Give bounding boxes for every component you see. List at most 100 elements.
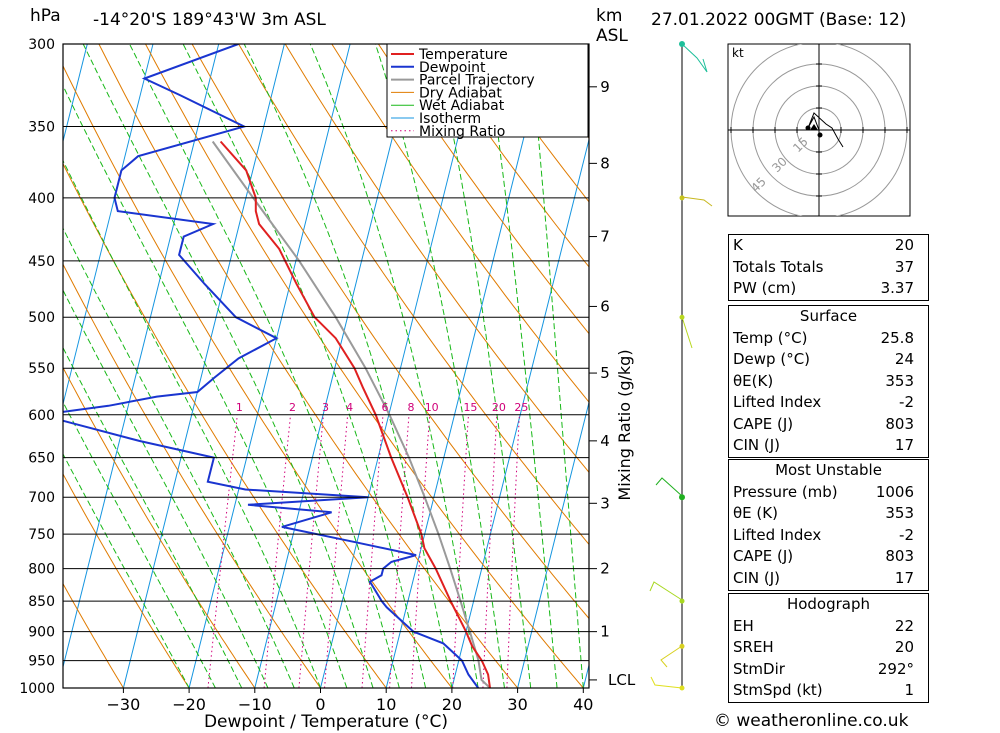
mixing-ratio-label: 3 (322, 401, 329, 414)
legend-box (386, 43, 589, 138)
mixing-ratio-line (263, 414, 291, 688)
index-value: -2 (899, 525, 914, 544)
index-row-k: K 20 (729, 235, 928, 257)
index-label: Lifted Index (733, 525, 822, 544)
location-title: -14°20'S 189°43'W 3m ASL (93, 10, 326, 30)
surface-row: θE(K) 353 (729, 371, 928, 393)
index-value: -2 (899, 393, 914, 411)
wet-adiabat-line (182, 44, 427, 688)
copyright-text[interactable]: © weatheronline.co.uk (714, 711, 909, 731)
dry-adiabat-line (377, 44, 589, 335)
pressure-label: 300 (28, 37, 55, 53)
index-label: K (733, 236, 743, 254)
mu-row: Lifted Index -2 (729, 525, 928, 547)
x-tick-label: −20 (172, 695, 206, 714)
mu-row: CIN (J) 17 (729, 568, 928, 590)
index-value: 20 (894, 638, 914, 656)
mixing-ratio-line (298, 414, 324, 688)
hodograph-area (728, 44, 910, 216)
km-tick-label: 9 (600, 78, 610, 96)
wet-adiabat-line (129, 44, 400, 688)
hodograph-unit: kt (732, 46, 744, 60)
wind-barb (650, 676, 683, 689)
legend-label: Dry Adiabat (419, 85, 502, 101)
x-tick-label: 30 (507, 695, 527, 714)
pressure-label: 800 (28, 562, 55, 578)
hodo-row: StmDir 292° (729, 659, 928, 681)
wind-barb (655, 477, 683, 497)
pressure-label: 500 (28, 310, 55, 326)
surface-row: CIN (J) 17 (729, 435, 928, 457)
mixing-ratio-line (482, 414, 498, 688)
x-tick-label: −10 (238, 695, 272, 714)
datetime-title: 27.01.2022 00GMT (Base: 12) (651, 10, 907, 30)
index-value: 803 (885, 414, 914, 433)
dry-adiabat-line (238, 44, 589, 546)
index-label: Lifted Index (733, 393, 822, 411)
pressure-label: 450 (28, 254, 55, 270)
wet-adiabat-line (485, 44, 558, 688)
index-row-pw: PW (cm) 3.37 (729, 278, 928, 300)
right-axis-label: Mixing Ratio (g/kg) (615, 349, 634, 500)
isotherm-line (63, 44, 220, 669)
legend-label: Wet Adiabat (419, 98, 505, 114)
isotherm-line (0, 44, 22, 688)
pressure-label: 600 (28, 408, 55, 424)
mixing-ratio-line (324, 414, 349, 688)
pressure-label: 1000 (19, 681, 55, 697)
isotherm-line (122, 44, 285, 688)
mixing-ratio-label: 6 (382, 401, 389, 414)
mixing-ratio-line (452, 414, 469, 688)
index-label: EH (733, 616, 754, 635)
x-tick-label: 20 (442, 695, 462, 714)
mixing-ratio-line (361, 414, 384, 688)
mu-row: CAPE (J) 803 (729, 546, 928, 568)
index-value: 17 (894, 436, 914, 454)
index-value: 353 (885, 504, 914, 522)
wind-barb (681, 196, 713, 207)
isotherm-line (254, 44, 417, 688)
index-label: SREH (733, 638, 774, 656)
wet-adiabat-line (63, 84, 348, 688)
km-tick-label: 3 (600, 494, 610, 512)
dry-adiabat-line (63, 582, 124, 688)
wind-barb (681, 316, 693, 349)
index-label: StmSpd (kt) (733, 681, 823, 699)
mixing-ratio-line (389, 414, 410, 688)
asl-label: ASL (596, 26, 628, 46)
pressure-label: 350 (28, 119, 55, 135)
hodo-row: EH 22 (729, 616, 928, 638)
mixing-ratio-label: 2 (289, 401, 296, 414)
surface-panel: Surface Temp (°C) 25.8 Dewp (°C) 24 θE(K) 3… (728, 305, 929, 458)
surface-row: Dewp (°C) 24 (729, 349, 928, 371)
wind-barb (649, 581, 683, 601)
wind-barb (660, 645, 683, 668)
mixing-ratio-line (207, 414, 238, 688)
index-value: 24 (894, 350, 914, 368)
index-label: Pressure (mb) (733, 482, 838, 501)
km-tick-label: 1 (600, 623, 610, 641)
dry-adiabat-line (63, 473, 190, 688)
mixing-ratio-label: 25 (514, 401, 528, 414)
mixing-ratio-label: 8 (408, 401, 415, 414)
dry-adiabat-line (424, 44, 589, 268)
isotherm-line (517, 400, 589, 688)
dewpoint-curve (63, 44, 480, 688)
pressure-label: 900 (28, 625, 55, 641)
hodograph-point (817, 132, 823, 138)
surface-row: Lifted Index -2 (729, 392, 928, 414)
pressure-label: 950 (28, 654, 55, 670)
mixing-ratio-line (411, 414, 431, 688)
index-label: θE(K) (733, 371, 774, 390)
legend-label: Mixing Ratio (419, 124, 505, 140)
most-unstable-panel: Most Unstable Pressure (mb) 1006 θE (K) 35… (728, 459, 929, 591)
x-tick-label: 10 (376, 695, 396, 714)
isotherm-line (320, 44, 482, 688)
hodo-row: StmSpd (kt) 1 (729, 680, 928, 702)
hodograph-params-panel: Hodograph EH 22 SREH 20 StmDir 292° StmSpd … (728, 593, 929, 703)
index-value: 292° (877, 659, 914, 678)
surface-row: CAPE (J) 803 (729, 414, 928, 436)
mixing-ratio-label: 20 (492, 401, 506, 414)
hodograph-point (805, 125, 811, 131)
wind-level-marker (679, 195, 685, 201)
